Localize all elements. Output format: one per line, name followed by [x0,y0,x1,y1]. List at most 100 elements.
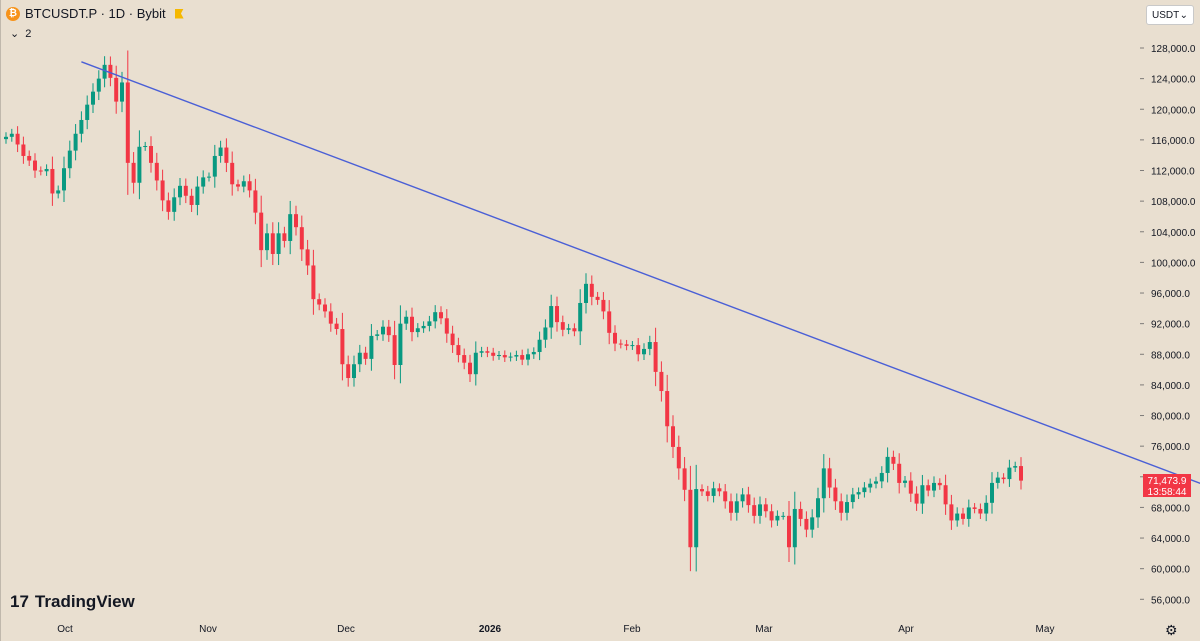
candle-body [125,82,130,163]
candle-body [44,168,49,172]
candle-body [276,233,281,254]
candle-body [427,321,432,326]
candle-body [555,306,559,323]
candle-body [723,491,728,502]
candle-body [323,304,327,312]
candle-body [468,362,472,375]
candle-body [729,501,733,513]
y-tick-label: 88,000.0 [1151,350,1190,361]
candle-body [763,504,768,512]
gear-icon[interactable]: ⚙ [1165,622,1178,638]
candle-body [491,352,496,356]
currency-label: USDT [1152,9,1180,21]
y-tick-label: 124,000.0 [1151,75,1196,86]
candle-body [172,197,177,212]
candle-body [671,426,675,447]
tradingview-logo[interactable]: 17 TradingView [10,592,135,612]
y-tick-label: 112,000.0 [1151,167,1195,178]
candle-body [230,162,235,185]
candle-body [456,345,461,356]
candle-body [166,200,171,212]
candle-body [1019,466,1023,481]
candle-body [195,186,200,205]
candle-body [682,468,687,490]
candle-body [531,351,536,355]
candle-body [317,299,322,305]
price-axis[interactable] [1140,0,1200,641]
candle-body [734,501,739,513]
candle-body [352,364,356,379]
candle-body [21,144,26,156]
candle-body [792,508,797,548]
last-price-badge-bg [1143,474,1191,497]
x-tick-label: Mar [755,624,773,635]
candle-body [711,488,716,496]
candle-body [566,328,571,330]
candle-body [479,351,484,353]
candle-body [578,302,583,332]
candle-body [589,283,594,297]
flag-icon[interactable] [174,8,184,19]
candle-body [839,501,844,513]
candle-body [328,311,333,324]
candle-body [207,176,211,178]
candle-body [357,352,362,365]
y-tick-label: 80,000.0 [1151,412,1190,423]
bitcoin-icon: ₿ [6,6,20,21]
candle-body [439,312,443,319]
candle-body [630,345,635,347]
candle-body [1007,467,1012,480]
candle-body [340,329,345,365]
currency-select[interactable]: USDT ⌄ [1146,5,1194,25]
candle-body [920,485,925,504]
candle-body [676,446,681,469]
candle-body [15,133,20,145]
tradingview-logo-icon: 17 [10,592,29,611]
indicators-row[interactable]: ⌄ 2 [10,27,31,41]
candle-body [549,306,554,328]
candle-body [79,119,84,134]
chevron-down-icon[interactable]: ⌄ [10,28,20,40]
symbol-header[interactable]: ₿ BTCUSDT.P · 1D · Bybit [6,6,184,21]
candle-body [798,508,803,519]
candle-body [410,316,414,333]
candle-body [299,227,304,250]
candle-body [1001,477,1006,480]
candle-body [879,472,884,482]
last-price-value: 71,473.9 [1148,476,1187,487]
candle-body [224,147,229,163]
candle-body [508,356,513,358]
candle-body [270,233,275,254]
symbol-title[interactable]: BTCUSDT.P · 1D · Bybit [25,6,166,21]
candle-body [485,351,490,353]
candle-body [810,517,815,530]
candle-body [183,185,188,196]
candle-body [415,328,420,333]
candle-body [91,91,95,105]
candle-body [990,482,994,503]
candle-body [995,477,1000,483]
candle-body [282,233,287,241]
x-tick-label: May [1036,624,1055,635]
candle-body [601,299,606,312]
candle-body [375,334,380,336]
candle-body [514,355,519,357]
candle-body [120,82,124,102]
candle-body [613,332,617,344]
candle-body [833,487,838,502]
candle-body [659,371,664,392]
y-tick-label: 84,000.0 [1151,381,1190,392]
y-tick-label: 92,000.0 [1151,320,1190,331]
candle-body [665,391,670,427]
tradingview-wordmark: TradingView [34,592,135,611]
candle-body [137,146,142,183]
x-tick-label: Dec [337,624,355,635]
candle-body [891,456,896,464]
candle-body [758,504,762,516]
candle-body [27,155,32,161]
candle-body [845,502,849,513]
candle-body [978,508,983,514]
candle-body [346,364,351,379]
